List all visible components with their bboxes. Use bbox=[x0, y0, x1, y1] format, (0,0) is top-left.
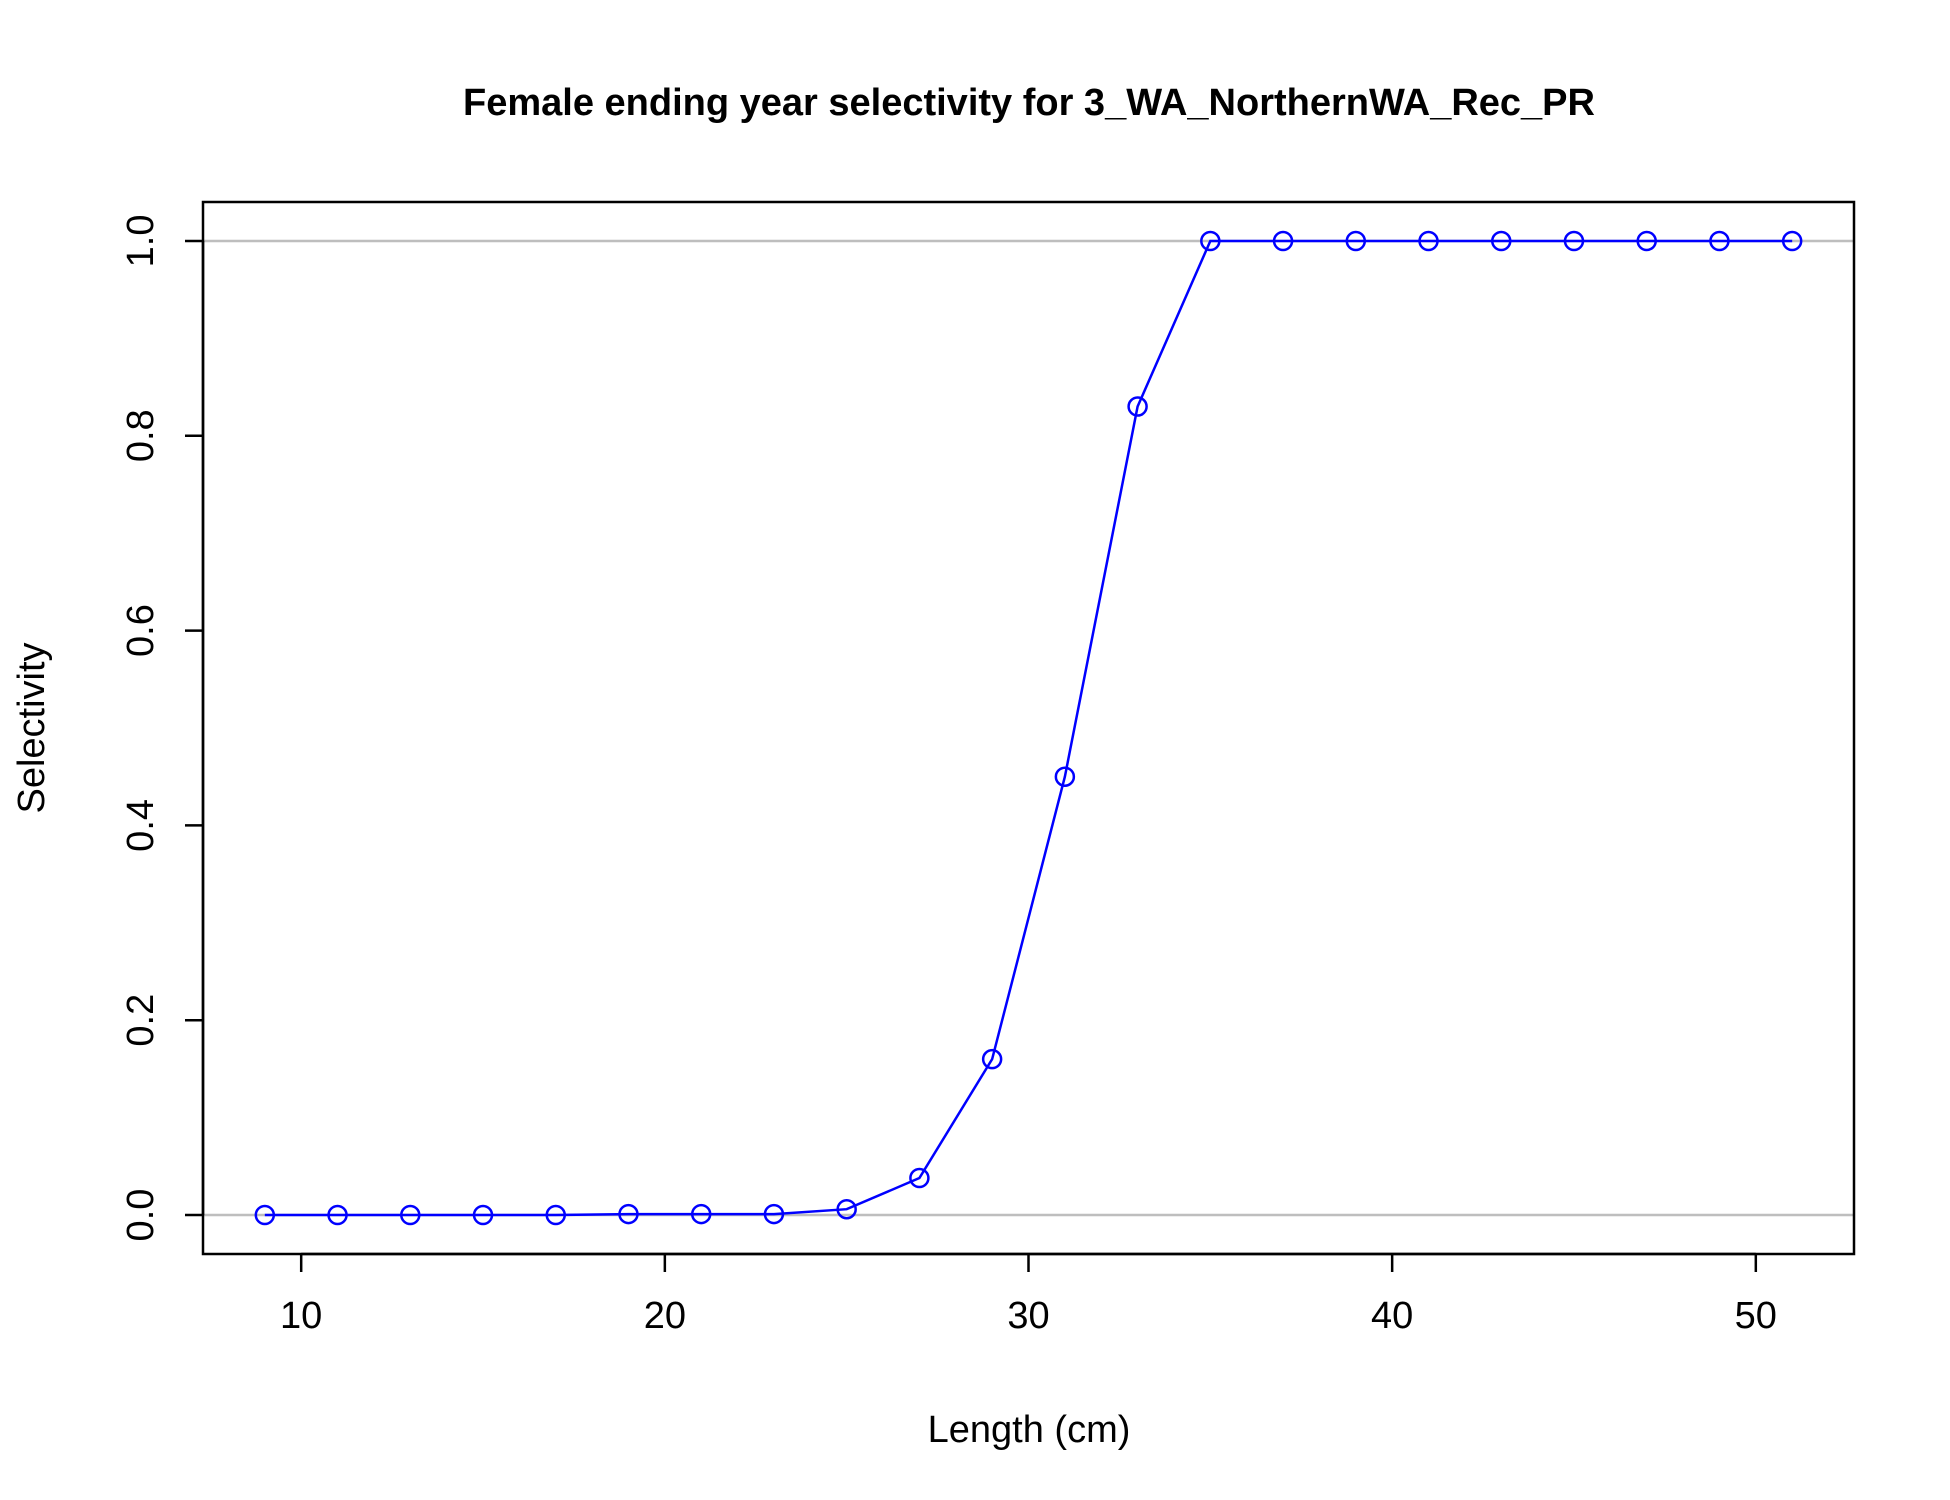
x-tick-label: 50 bbox=[1735, 1295, 1777, 1337]
data-point bbox=[981, 1048, 1003, 1070]
series-layer bbox=[254, 230, 1803, 1226]
data-point bbox=[1636, 230, 1657, 252]
y-tick-label: 0.0 bbox=[120, 1189, 162, 1242]
x-tick-label: 10 bbox=[280, 1295, 322, 1337]
data-point bbox=[1345, 230, 1367, 252]
y-axis-label: Selectivity bbox=[11, 642, 53, 813]
data-point bbox=[909, 1167, 930, 1189]
data-point bbox=[1709, 230, 1730, 252]
x-tick-label: 20 bbox=[644, 1295, 686, 1337]
chart-title: Female ending year selectivity for 3_WA_… bbox=[463, 82, 1595, 124]
data-point bbox=[690, 1203, 712, 1225]
data-point bbox=[545, 1204, 566, 1226]
data-point bbox=[618, 1203, 639, 1225]
data-point bbox=[327, 1204, 348, 1226]
data-point bbox=[1200, 230, 1221, 252]
y-tick-label: 0.6 bbox=[120, 604, 162, 657]
data-point bbox=[1127, 396, 1148, 417]
x-tick-label: 30 bbox=[1007, 1295, 1049, 1337]
data-point bbox=[472, 1204, 494, 1226]
plot-frame bbox=[201, 200, 1856, 1256]
data-point bbox=[763, 1203, 785, 1225]
data-point bbox=[836, 1198, 857, 1220]
y-tick-label: 1.0 bbox=[120, 215, 162, 268]
data-point bbox=[1418, 230, 1439, 252]
x-axis-label: Length (cm) bbox=[928, 1409, 1131, 1451]
series-line bbox=[264, 239, 1793, 1217]
y-tick-label: 0.8 bbox=[120, 409, 162, 462]
data-point bbox=[1563, 230, 1585, 252]
data-point bbox=[1054, 766, 1076, 787]
y-tick-label: 0.4 bbox=[120, 799, 162, 852]
x-tick-label: 40 bbox=[1371, 1295, 1413, 1337]
data-point bbox=[1491, 230, 1512, 252]
data-point bbox=[254, 1204, 276, 1226]
data-point bbox=[1781, 230, 1803, 252]
y-tick-label: 0.2 bbox=[120, 994, 162, 1047]
data-point bbox=[400, 1204, 421, 1226]
data-point bbox=[1272, 230, 1294, 252]
